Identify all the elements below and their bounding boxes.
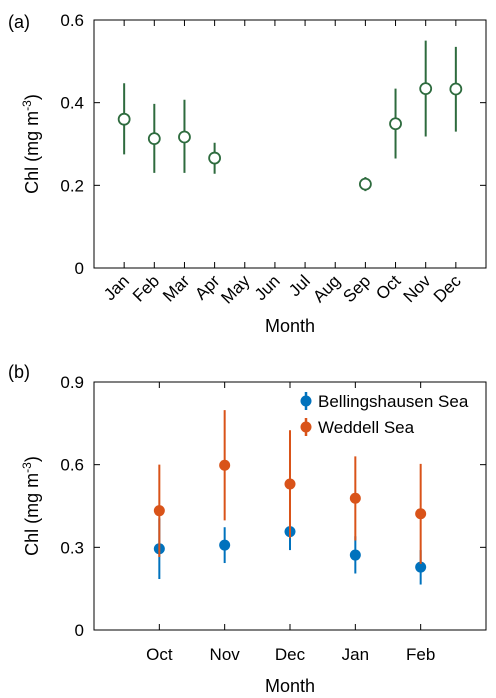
panel-a-xtick-label: Oct [372,271,404,303]
panel-b-xtick-label: Nov [210,645,241,664]
panel-b-ytick-label: 0 [75,621,84,640]
panel-a-ytick-label: 0 [75,259,84,278]
panel-b-bellingshausen-sea-point [219,539,231,551]
panel-a-xtick-label: Aug [309,271,344,306]
panel-a-xlabel: Month [265,316,315,336]
legend-weddell-label: Weddell Sea [318,418,415,437]
panel-b-weddell-sea-point [153,505,165,517]
panel-a-xtick-label: May [217,271,253,307]
panel-a-xtick-label: Apr [191,271,223,303]
panel-b-weddell-sea-point [219,459,231,471]
panel-a-xtick-label: Mar [159,271,193,305]
panel-b-weddell-sea-point [284,478,296,490]
panel-a-series-point [117,112,131,126]
panel-b-xtick-label: Oct [146,645,173,664]
legend-bellingshausen-label: Bellingshausen Sea [318,392,469,411]
panel-a-series-point [178,130,191,144]
panel-b-bellingshausen-sea-point [415,561,427,573]
panel-b-ytick-label: 0.3 [60,538,84,557]
panel-a-ytick-label: 0.6 [60,11,84,30]
panel-b-ylabel: Chl (mg m-3) [20,456,42,556]
panel-a-ylabel: Chl (mg m-3) [20,94,42,194]
panel-b-label: (b) [8,362,30,382]
panel-b-ticks: 0 0.3 0.6 0.9 Oct Nov Dec Jan Feb [60,373,486,664]
panel-a-marks [117,40,463,192]
panel-b-xtick-label: Feb [406,645,435,664]
panel-a-xtick-label: Feb [129,271,163,305]
panel-a-xtick-label: Sep [339,271,374,306]
panel-b-legend: Bellingshausen Sea Weddell Sea [300,392,469,437]
panel-a-ytick-label: 0.4 [60,94,84,113]
panel-a-xtick-label: Jun [251,271,284,304]
panel-b-xtick-label: Jan [342,645,369,664]
panel-a-series-point [449,82,463,96]
panel-b-weddell-sea-point [349,492,361,504]
panel-a-xtick-label: Jul [285,271,314,300]
panel-a-series-point [208,151,222,165]
panel-b-marks [153,410,427,585]
panel-a-series-point [389,117,402,131]
panel-a-series-point [147,132,161,146]
panel-a-series-point [419,82,433,96]
panel-b: (b) 0 0.3 0.6 0.9 Oct Nov Dec Jan Feb Month Chl … [8,362,487,696]
panel-b-bellingshausen-sea-point [349,549,361,561]
panel-b-ytick-label: 0.6 [60,456,84,475]
panel-a-label: (a) [8,12,30,32]
panel-b-xlabel: Month [265,676,315,696]
legend-weddell-marker [300,421,312,433]
panel-a-xtick-label: Nov [400,271,435,306]
panel-b-ytick-label: 0.9 [60,373,84,392]
panel-a-xtick-label: Dec [430,271,465,306]
panel-b-weddell-sea-point [415,508,427,520]
panel-b-xtick-label: Dec [275,645,306,664]
panel-a-xtick-label: Jan [100,271,133,304]
panel-a-series-point [358,177,372,191]
legend-bellingshausen-marker [300,395,312,407]
panel-a-axes-box [93,19,487,269]
panel-a-ytick-label: 0.2 [60,176,84,195]
